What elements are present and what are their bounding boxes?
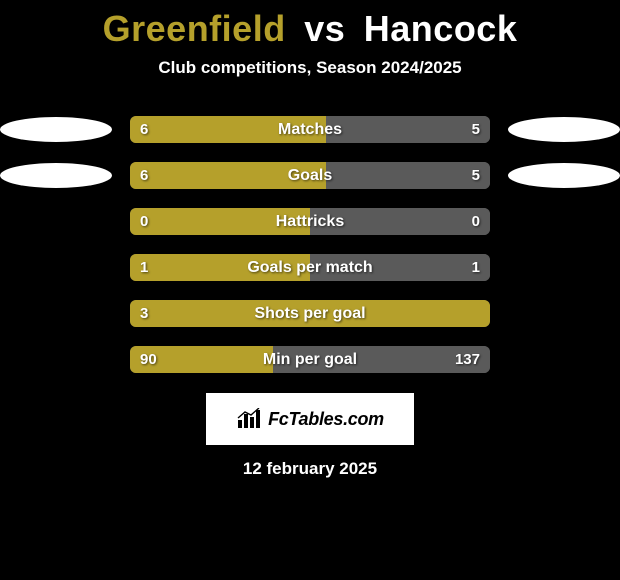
stat-bar: 90137Min per goal (130, 346, 490, 373)
stat-row: 3Shots per goal (0, 300, 620, 327)
stat-bar: 3Shots per goal (130, 300, 490, 327)
stat-label: Min per goal (130, 346, 490, 373)
vs-separator: vs (304, 8, 345, 49)
stats-container: 65Matches 65Goals 00Hattricks 11Goals per m… (0, 116, 620, 373)
stat-label: Hattricks (130, 208, 490, 235)
player2-ellipse (508, 163, 620, 188)
player1-ellipse (0, 163, 112, 188)
stat-bar: 00Hattricks (130, 208, 490, 235)
stat-label: Goals per match (130, 254, 490, 281)
stat-row: 65Matches (0, 116, 620, 143)
comparison-title: Greenfield vs Hancock (0, 0, 620, 50)
branding-badge: FcTables.com (206, 393, 414, 445)
player2-ellipse (508, 117, 620, 142)
player2-name: Hancock (364, 8, 518, 49)
stat-row: 90137Min per goal (0, 346, 620, 373)
player1-ellipse (0, 117, 112, 142)
stat-row: 11Goals per match (0, 254, 620, 281)
stat-label: Goals (130, 162, 490, 189)
player1-name: Greenfield (103, 8, 286, 49)
stat-row: 00Hattricks (0, 208, 620, 235)
date-text: 12 february 2025 (0, 459, 620, 479)
stat-row: 65Goals (0, 162, 620, 189)
subtitle: Club competitions, Season 2024/2025 (0, 58, 620, 78)
stat-label: Matches (130, 116, 490, 143)
stat-bar: 65Matches (130, 116, 490, 143)
stat-label: Shots per goal (130, 300, 490, 327)
stat-bar: 11Goals per match (130, 254, 490, 281)
stat-bar: 65Goals (130, 162, 490, 189)
branding-text: FcTables.com (268, 409, 384, 430)
bar-chart-icon (236, 408, 262, 430)
